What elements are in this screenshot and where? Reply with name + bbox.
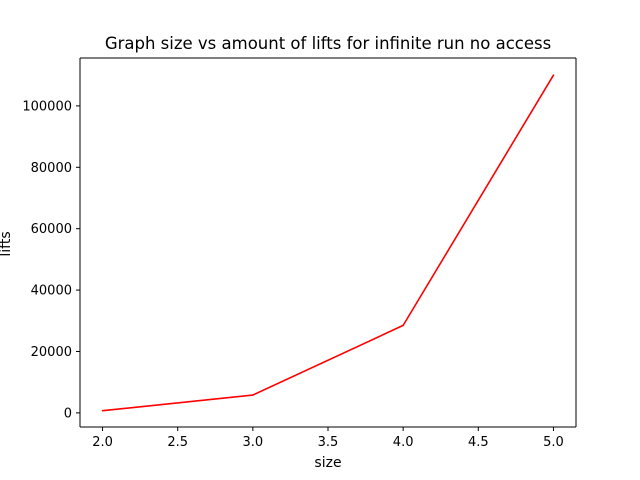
data-point bbox=[552, 74, 555, 76]
x-axis-label: size bbox=[314, 455, 341, 471]
data-point bbox=[101, 409, 104, 412]
series-line-0 bbox=[102, 74, 555, 412]
y-tick-label: 20000 bbox=[31, 345, 72, 360]
y-tick-label: 80000 bbox=[31, 161, 72, 176]
x-tick-label: 2.0 bbox=[92, 435, 113, 450]
y-tick-label: 40000 bbox=[31, 284, 72, 299]
chart-title: Graph size vs amount of lifts for infini… bbox=[105, 34, 551, 53]
y-axis-label: lifts bbox=[0, 231, 14, 256]
x-tick-label: 3.0 bbox=[243, 435, 264, 450]
data-point bbox=[402, 324, 404, 327]
y-tick-label: 100000 bbox=[22, 99, 72, 114]
y-tick-label: 60000 bbox=[31, 222, 72, 237]
x-tick-label: 3.5 bbox=[318, 435, 339, 450]
x-tick-label: 4.0 bbox=[393, 435, 414, 450]
x-tick-label: 4.5 bbox=[468, 435, 489, 450]
x-tick-label: 5.0 bbox=[543, 435, 564, 450]
x-tick-label: 2.5 bbox=[167, 435, 188, 450]
plot-area: 2.0 2.5 3.0 3.5 4.0 4.5 5.0 0 20000 40000 60000 800… bbox=[22, 57, 577, 450]
data-point bbox=[252, 394, 254, 396]
y-tick-label: 0 bbox=[64, 406, 72, 421]
